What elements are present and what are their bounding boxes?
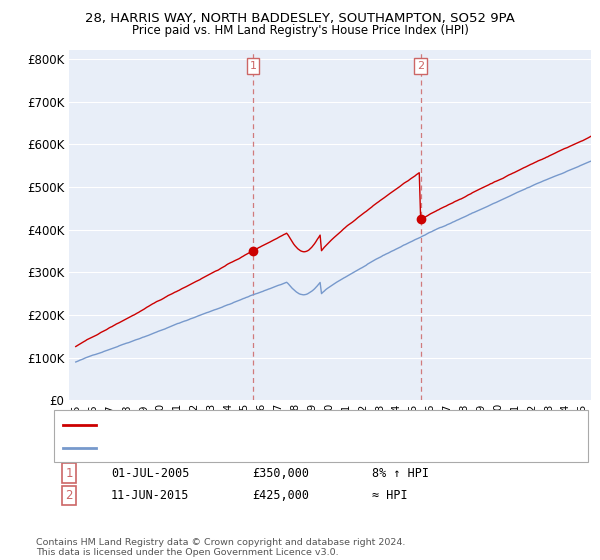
Text: 28, HARRIS WAY, NORTH BADDESLEY, SOUTHAMPTON, SO52 9PA (detached house): 28, HARRIS WAY, NORTH BADDESLEY, SOUTHAM… [103,420,535,430]
Text: HPI: Average price, detached house, Test Valley: HPI: Average price, detached house, Test… [103,442,351,452]
Text: Contains HM Land Registry data © Crown copyright and database right 2024.
This d: Contains HM Land Registry data © Crown c… [36,538,406,557]
Text: 28, HARRIS WAY, NORTH BADDESLEY, SOUTHAMPTON, SO52 9PA: 28, HARRIS WAY, NORTH BADDESLEY, SOUTHAM… [85,12,515,25]
Text: 11-JUN-2015: 11-JUN-2015 [111,489,190,502]
Text: £425,000: £425,000 [252,489,309,502]
Text: ≈ HPI: ≈ HPI [372,489,407,502]
Text: £350,000: £350,000 [252,466,309,480]
Text: Price paid vs. HM Land Registry's House Price Index (HPI): Price paid vs. HM Land Registry's House … [131,24,469,36]
Text: 1: 1 [65,466,73,480]
Text: 01-JUL-2005: 01-JUL-2005 [111,466,190,480]
Text: 8% ↑ HPI: 8% ↑ HPI [372,466,429,480]
Text: 1: 1 [250,61,257,71]
Text: 2: 2 [417,61,424,71]
Text: 2: 2 [65,489,73,502]
